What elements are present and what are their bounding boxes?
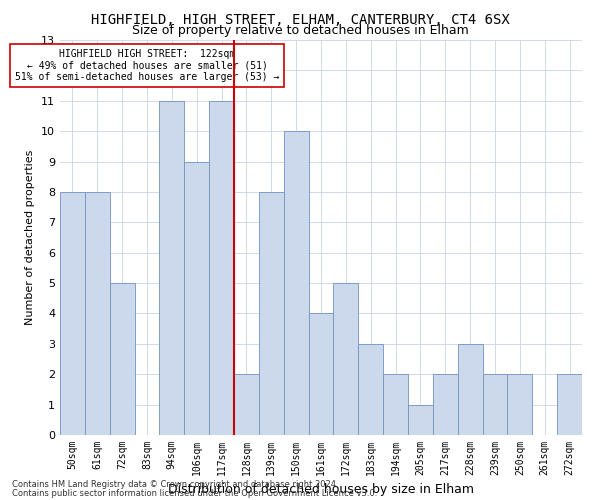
Bar — [557, 374, 582, 435]
Bar — [110, 283, 134, 435]
Text: Contains public sector information licensed under the Open Government Licence v3: Contains public sector information licen… — [12, 489, 377, 498]
Bar — [284, 131, 308, 435]
Bar — [458, 344, 482, 435]
X-axis label: Distribution of detached houses by size in Elham: Distribution of detached houses by size … — [168, 484, 474, 496]
Bar — [160, 101, 184, 435]
Text: HIGHFIELD, HIGH STREET, ELHAM, CANTERBURY, CT4 6SX: HIGHFIELD, HIGH STREET, ELHAM, CANTERBUR… — [91, 12, 509, 26]
Bar — [308, 314, 334, 435]
Bar — [184, 162, 209, 435]
Bar — [60, 192, 85, 435]
Y-axis label: Number of detached properties: Number of detached properties — [25, 150, 35, 325]
Text: Contains HM Land Registry data © Crown copyright and database right 2024.: Contains HM Land Registry data © Crown c… — [12, 480, 338, 489]
Bar — [508, 374, 532, 435]
Bar — [482, 374, 508, 435]
Bar — [259, 192, 284, 435]
Text: HIGHFIELD HIGH STREET:  122sqm
← 49% of detached houses are smaller (51)
51% of : HIGHFIELD HIGH STREET: 122sqm ← 49% of d… — [15, 49, 279, 82]
Bar — [383, 374, 408, 435]
Bar — [408, 404, 433, 435]
Bar — [234, 374, 259, 435]
Bar — [433, 374, 458, 435]
Bar — [85, 192, 110, 435]
Bar — [358, 344, 383, 435]
Text: Size of property relative to detached houses in Elham: Size of property relative to detached ho… — [131, 24, 469, 37]
Bar — [334, 283, 358, 435]
Bar — [209, 101, 234, 435]
